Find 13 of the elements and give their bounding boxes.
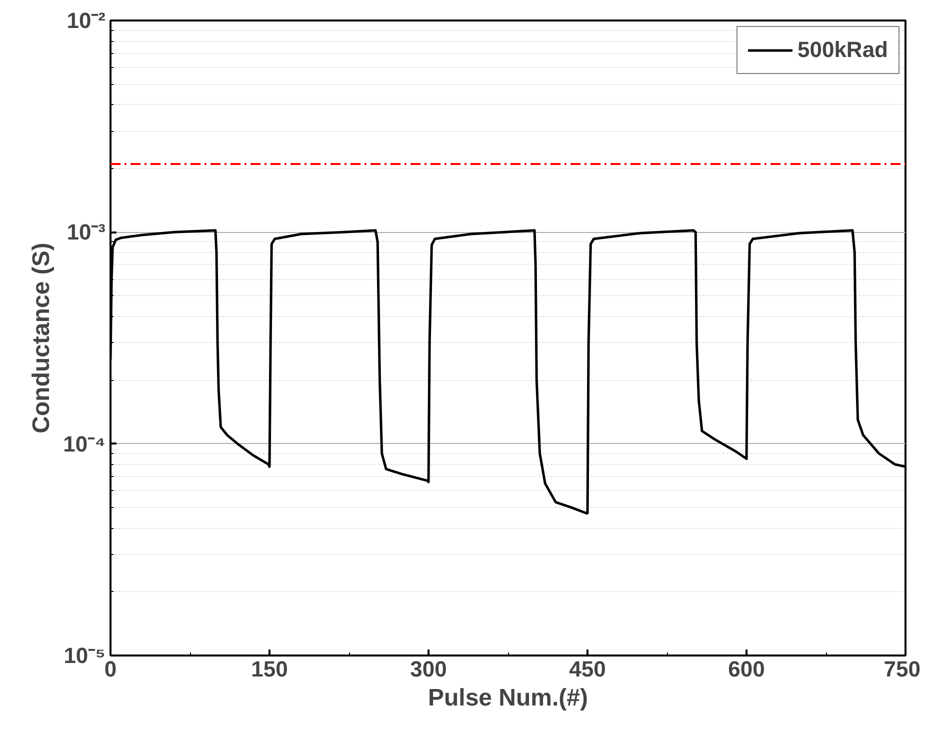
x-tick-label: 0 [104,656,117,682]
x-tick-label: 600 [728,656,765,682]
x-axis-title: Pulse Num.(#) [428,684,588,712]
x-tick-label: 750 [884,656,921,682]
y-tick-label: 10⁻² [66,8,106,33]
x-tick-label: 150 [251,656,288,682]
x-tick-label: 300 [410,656,447,682]
y-tick-label: 10⁻³ [66,220,106,245]
y-tick-label: 10⁻⁵ [64,643,106,668]
y-axis-title: Conductance (S) [28,242,56,434]
x-tick-label: 450 [569,656,606,682]
y-tick-label: 10⁻⁴ [63,431,106,456]
legend-label: 500kRad [797,37,888,63]
